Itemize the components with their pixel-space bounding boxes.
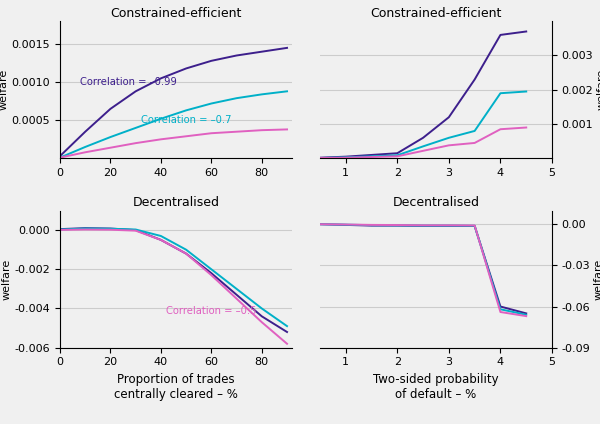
Text: Correlation = –0.99: Correlation = –0.99 — [80, 77, 177, 87]
Text: Correlation = –0.7: Correlation = –0.7 — [141, 115, 231, 126]
Title: Constrained-efficient: Constrained-efficient — [370, 7, 502, 20]
Y-axis label: welfare: welfare — [0, 69, 9, 110]
Title: Decentralised: Decentralised — [392, 196, 479, 209]
Title: Decentralised: Decentralised — [133, 196, 220, 209]
X-axis label: Proportion of trades
centrally cleared – %: Proportion of trades centrally cleared –… — [114, 373, 238, 401]
Y-axis label: welfare: welfare — [596, 69, 600, 110]
Y-axis label: welfare: welfare — [2, 259, 12, 300]
X-axis label: Two-sided probability
of default – %: Two-sided probability of default – % — [373, 373, 499, 401]
Text: Correlation = –0.5: Correlation = –0.5 — [166, 307, 256, 316]
Y-axis label: welfare: welfare — [593, 259, 600, 300]
Title: Constrained-efficient: Constrained-efficient — [110, 7, 242, 20]
